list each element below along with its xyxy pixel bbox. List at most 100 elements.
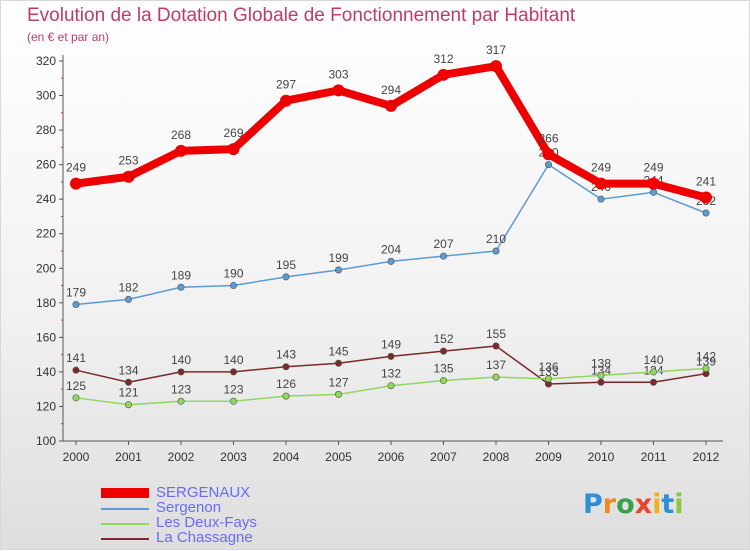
logo-letter: i (674, 489, 684, 520)
data-point-les-deux-fays (282, 392, 290, 400)
x-tick-label: 2001 (115, 450, 142, 464)
data-label-sergenon: 195 (276, 258, 296, 272)
data-point-sergenon (492, 247, 500, 255)
proxiti-logo: Proxiti (583, 489, 684, 520)
data-point-les-deux-fays (492, 373, 500, 381)
data-label-les-deux-fays: 123 (171, 382, 191, 396)
legend-item-la-chassagne[interactable]: La Chassagne (101, 529, 361, 547)
data-point-la-chassagne (597, 378, 605, 386)
y-tick-label: 220 (36, 227, 56, 241)
data-label-les-deux-fays: 123 (223, 382, 243, 396)
data-point-sergenaux (595, 177, 607, 190)
legend-item-les-deux-fays[interactable]: Les Deux-Fays (101, 514, 361, 532)
chart-title: Evolution de la Dotation Globale de Fonc… (27, 5, 576, 26)
x-tick-label: 2011 (641, 450, 667, 464)
data-label-sergenon: 210 (486, 232, 506, 246)
data-point-sergenon (230, 282, 238, 290)
data-label-sergenaux: 241 (696, 174, 716, 188)
x-tick-label: 2002 (168, 450, 195, 464)
data-label-les-deux-fays: 140 (643, 353, 663, 367)
data-point-sergenon (125, 295, 133, 303)
data-point-sergenaux (700, 191, 712, 204)
legend-swatch-les-deux-fays (101, 523, 149, 525)
data-point-sergenaux (647, 177, 660, 190)
data-point-sergenon (439, 252, 447, 260)
legend-label-les-deux-fays: Les Deux-Fays (156, 514, 257, 531)
data-label-la-chassagne: 145 (328, 344, 348, 358)
data-point-sergenaux (280, 94, 292, 107)
data-point-sergenon (282, 273, 290, 281)
y-tick-label: 280 (36, 123, 56, 137)
data-point-sergenon (387, 257, 395, 265)
data-point-la-chassagne (282, 363, 290, 371)
data-point-sergenaux (385, 99, 397, 112)
data-point-les-deux-fays (177, 397, 185, 405)
data-point-sergenaux (122, 170, 135, 183)
data-point-la-chassagne (177, 368, 185, 376)
data-label-sergenon: 189 (171, 268, 191, 282)
data-label-la-chassagne: 134 (591, 363, 611, 377)
data-label-sergenaux: 317 (486, 43, 506, 57)
data-label-sergenaux: 249 (66, 161, 86, 175)
data-point-sergenon (72, 301, 80, 309)
data-label-sergenaux: 297 (276, 78, 296, 92)
data-point-sergenaux (70, 177, 82, 190)
data-point-la-chassagne (72, 366, 80, 374)
legend-item-sergenon[interactable]: Sergenon (101, 499, 361, 517)
x-tick-label: 2000 (63, 450, 90, 464)
x-tick-label: 2005 (325, 450, 352, 464)
legend-swatch-la-chassagne (101, 538, 149, 540)
data-point-les-deux-fays (125, 401, 133, 409)
logo-letter: r (602, 489, 617, 520)
data-label-sergenaux: 303 (328, 67, 348, 81)
data-label-sergenon: 207 (433, 237, 453, 251)
data-label-sergenaux: 294 (381, 83, 401, 97)
data-label-sergenon: 204 (381, 242, 401, 256)
data-point-la-chassagne (387, 352, 395, 360)
data-point-les-deux-fays (439, 377, 447, 385)
data-label-les-deux-fays: 125 (66, 379, 86, 393)
chart-subtitle: (en € et par an) (27, 30, 110, 44)
data-label-les-deux-fays: 121 (118, 386, 138, 400)
logo-letter: i (652, 489, 662, 520)
data-label-les-deux-fays: 126 (276, 377, 296, 391)
data-point-les-deux-fays (230, 397, 238, 405)
y-tick-label: 120 (36, 399, 56, 413)
logo-letter: x (634, 489, 653, 520)
data-point-sergenon (597, 195, 605, 203)
data-point-sergenaux (437, 68, 450, 81)
data-point-les-deux-fays (72, 394, 80, 402)
data-label-sergenaux: 269 (223, 126, 243, 140)
data-point-la-chassagne (439, 347, 447, 355)
data-label-sergenon: 179 (66, 286, 86, 300)
y-tick-label: 320 (36, 54, 56, 68)
data-label-la-chassagne: 139 (696, 355, 716, 369)
data-label-la-chassagne: 152 (433, 332, 453, 346)
data-label-la-chassagne: 133 (538, 365, 558, 379)
data-point-sergenon (649, 188, 657, 196)
data-label-les-deux-fays: 127 (328, 375, 348, 389)
data-label-les-deux-fays: 137 (486, 358, 506, 372)
data-label-la-chassagne: 141 (66, 351, 86, 365)
data-point-sergenaux (490, 60, 502, 73)
y-tick-label: 260 (36, 158, 56, 172)
data-point-sergenaux (227, 143, 240, 156)
data-label-sergenaux: 312 (433, 52, 453, 66)
data-label-la-chassagne: 140 (171, 353, 191, 367)
data-point-sergenaux (175, 144, 187, 157)
data-point-la-chassagne (492, 342, 500, 350)
data-label-la-chassagne: 134 (118, 363, 138, 377)
legend-item-sergenaux[interactable]: SERGENAUX (101, 484, 361, 502)
data-point-les-deux-fays (597, 371, 605, 379)
data-point-sergenon (334, 266, 342, 274)
data-label-sergenaux: 266 (538, 131, 558, 145)
data-point-la-chassagne (125, 378, 133, 386)
data-label-les-deux-fays: 135 (433, 362, 453, 376)
data-label-les-deux-fays: 136 (538, 360, 558, 374)
data-label-sergenaux: 253 (118, 154, 138, 168)
data-point-sergenon (177, 283, 185, 291)
legend-swatch-sergenon (101, 508, 149, 510)
data-point-sergenon (544, 161, 552, 169)
data-label-sergenaux: 268 (171, 128, 191, 142)
